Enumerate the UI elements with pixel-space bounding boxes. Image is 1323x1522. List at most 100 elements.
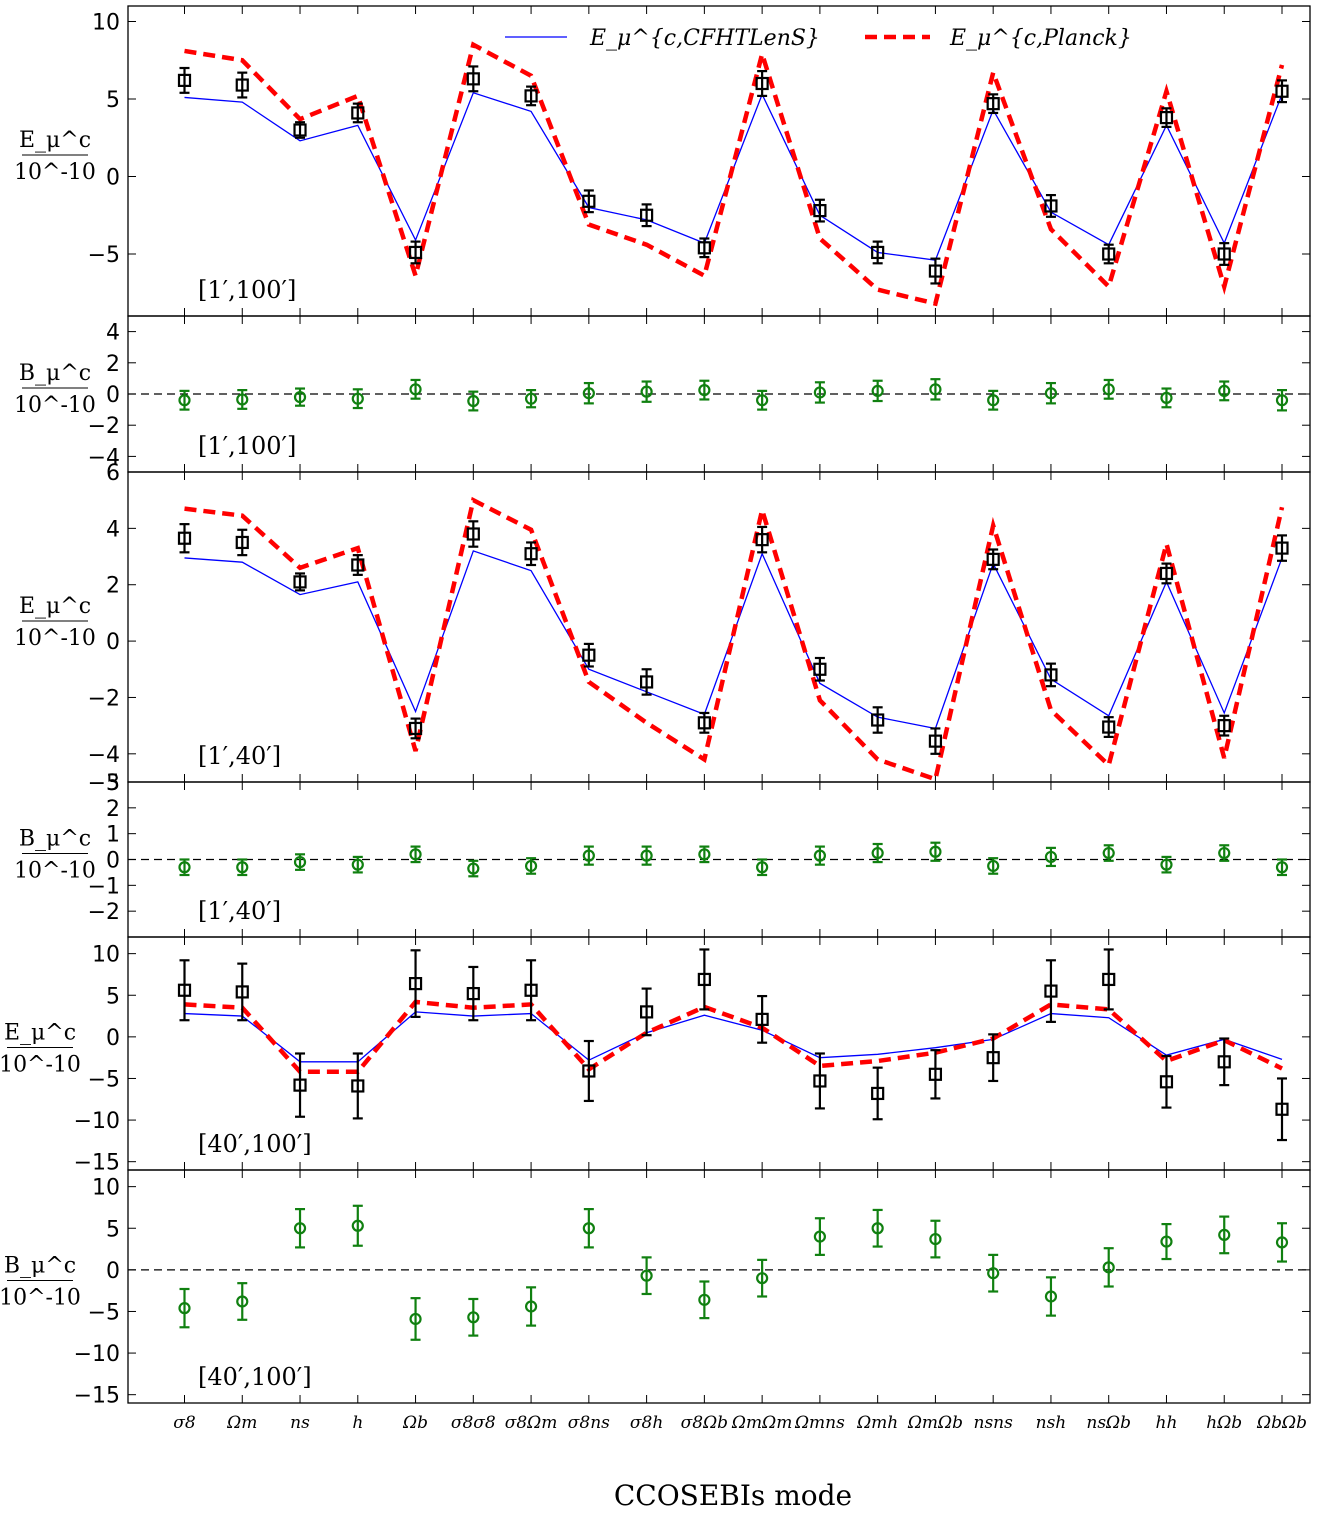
y-tick-label: −2 [88,686,120,711]
series-planck-line [184,496,1285,782]
data-point-b [1275,1236,1289,1249]
x-tick-label: σ8 [173,1413,196,1433]
x-tick-label: σ8σ8 [451,1413,496,1433]
data-point-b [813,386,826,399]
y-axis-label: E_μ^c 10^-10 [14,128,96,185]
data-point-e [697,716,711,730]
data-point-b [467,1311,480,1324]
data-point-b [1275,394,1289,407]
data-point-e [177,531,192,545]
series-cfhtlens-line [184,550,1283,730]
data-point-b [1044,850,1058,864]
y-label-denominator: 10^-10 [0,1286,81,1311]
data-point-b [293,1222,307,1235]
data-point-b [236,393,249,406]
data-point-e [640,208,654,222]
y-tick-label: −4 [88,743,120,768]
y-axis-label: B_μ^c 10^-10 [14,827,96,884]
data-point-e [351,106,365,120]
panel-E1: −5 0 5 10 [1′,100′] E_μ^c 10^-10 [14,5,1311,317]
x-tick-label: hh [1156,1413,1178,1433]
y-label-numerator: B_μ^c [4,1254,76,1279]
data-point-b [351,392,364,405]
data-point-b [813,1230,826,1243]
data-point-b [987,1267,1000,1280]
y-label-numerator: B_μ^c [19,361,91,386]
data-point-b [293,391,307,404]
y-tick-label: −10 [74,1342,120,1367]
data-point-b [1160,858,1173,871]
plot-area-B1 [128,378,1310,412]
data-point-e [582,648,596,662]
y-axis-label: E_μ^c 10^-10 [14,594,96,651]
range-label: [40′,100′] [198,1130,312,1158]
panel-frame [127,5,1311,317]
x-tick-label: nsh [1036,1413,1067,1433]
data-point-e [986,97,1000,111]
range-label: [1′,40′] [198,897,281,925]
data-point-b [756,394,769,407]
data-point-e [697,241,711,255]
y-tick-label: 5 [106,1217,120,1242]
data-point-e [697,972,711,987]
y-tick-label: 5 [106,88,120,113]
data-point-b [871,1222,884,1235]
y-label-denominator: 10^-10 [0,1053,81,1078]
y-tick-label: 3 [106,771,120,796]
data-point-e [1102,247,1116,261]
data-point-b [178,861,191,874]
y-tick-label: 10 [92,943,120,968]
x-tick-label: ΩmΩb [907,1413,963,1433]
data-point-e [1044,984,1058,998]
y-tick-label: −4 [88,445,120,470]
data-point-b [236,861,249,874]
data-point-b [813,849,826,862]
data-point-b [929,845,942,858]
data-point-b [1275,861,1289,874]
data-point-e [582,1064,596,1078]
y-tick-label: −1 [88,874,120,899]
y-tick-label: 10 [92,1176,120,1201]
x-tick-label: h [352,1413,363,1433]
x-tick-label: nsΩb [1086,1413,1131,1433]
y-tick-label: −5 [88,243,120,268]
data-point-e [177,73,192,88]
data-point-b [524,1300,538,1313]
series-cfhtlens-line [184,1011,1283,1063]
y-tick-label: −15 [74,1384,120,1409]
data-point-e [640,1005,654,1019]
data-point-b [1218,846,1231,860]
data-point-b [1102,846,1115,860]
y-tick-label: −2 [88,900,120,925]
y-tick-label: −15 [74,1151,120,1176]
data-point-e [871,1086,885,1101]
data-point-e [293,575,307,589]
data-point-b [582,849,595,862]
data-point-b [698,1293,711,1306]
data-point-e [1044,199,1058,213]
data-point-e [1159,566,1174,581]
data-point-b [409,1312,422,1326]
data-point-e [986,1051,1000,1065]
panel-E2: −4 −2 0 2 4 6 −5 [1′,40′] E_μ^c 10^-10 [14,461,1311,796]
data-point-b [1218,384,1231,397]
data-point-e [293,123,307,137]
data-point-b [582,1222,595,1235]
data-point-b [178,394,191,407]
data-point-b [640,385,653,398]
x-tick-label: ΩmΩm [731,1413,792,1433]
data-point-e [235,985,249,999]
x-tick-label: σ8Ωm [505,1413,558,1433]
panel-B1: −4 −2 0 2 4 [1′,100′] B_μ^c 10^-10 [14,315,1311,473]
y-axis-label: E_μ^c 10^-10 [0,1021,81,1078]
y-tick-label: 2 [106,352,120,377]
panel-B3: −15 −10 −5 0 5 10 [40′,100′] B_μ^c 10^-10 [0,1169,1311,1409]
data-point-e [1275,541,1289,555]
data-point-b [871,384,884,397]
y-tick-label: 6 [106,461,120,486]
data-point-e [1275,84,1289,98]
data-point-b [987,859,1000,873]
y-tick-label: 5 [106,984,120,1009]
y-tick-label: 0 [106,1259,120,1284]
